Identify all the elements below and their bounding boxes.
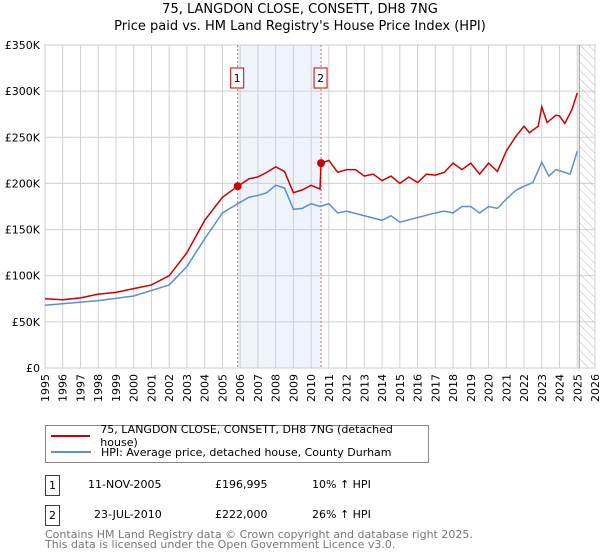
x-tick-label: 2022	[518, 374, 531, 402]
x-tick-label: 2007	[252, 374, 265, 402]
transaction-price: £222,000	[215, 508, 268, 521]
transaction-row: 1 11-NOV-2005 £196,995 10% ↑ HPI	[45, 475, 465, 496]
x-tick-label: 2012	[341, 374, 354, 402]
transaction-badge: 2	[45, 505, 60, 526]
legend-blue-line	[51, 451, 91, 453]
shaded-ownership-period	[237, 45, 322, 368]
x-tick-label: 2011	[323, 374, 336, 402]
transaction-hpi: 26% ↑ HPI	[312, 508, 371, 521]
x-tick-label: 2023	[536, 374, 549, 402]
footer: Contains HM Land Registry data © Crown c…	[45, 528, 473, 551]
x-tick-label: 2004	[199, 374, 212, 402]
legend-label-property: 75, LANGDON CLOSE, CONSETT, DH8 7NG (det…	[100, 423, 393, 449]
x-tick-label: 2019	[465, 374, 478, 402]
x-tick-label: 2001	[145, 374, 158, 402]
x-tick-label: 1996	[57, 374, 70, 402]
hpi-series-line	[44, 150, 578, 306]
x-tick-label: 2006	[234, 374, 247, 402]
x-tick-label: 2003	[181, 374, 194, 402]
sale-point	[317, 159, 326, 168]
x-tick-label: 2000	[128, 374, 141, 402]
y-tick-label: £50K	[12, 316, 41, 329]
forecast-hatch	[579, 45, 595, 368]
x-tick-label: 2005	[216, 374, 229, 402]
footer-copyright: Contains HM Land Registry data © Crown c…	[45, 528, 473, 541]
x-tick-label: 1997	[74, 374, 87, 402]
chart-title: 75, LANGDON CLOSE, CONSETT, DH8 7NG	[162, 2, 438, 17]
x-tick-label: 2021	[500, 374, 513, 402]
plot-frame	[44, 44, 596, 369]
x-tick-label: 2013	[358, 374, 371, 402]
sale-label-box	[313, 67, 328, 89]
chart-subtitle: Price paid vs. HM Land Registry's House …	[114, 19, 486, 34]
x-tick-label: 2024	[554, 374, 567, 402]
x-tick-label: 2020	[483, 374, 496, 402]
y-tick-label: £100K	[5, 270, 41, 283]
x-tick-label: 2017	[429, 374, 442, 402]
x-tick-label: 2016	[412, 374, 425, 402]
transaction-row: 2 23-JUL-2010 £222,000 26% ↑ HPI	[45, 505, 465, 526]
x-tick-label: 2014	[376, 374, 389, 402]
y-tick-label: £150K	[5, 224, 41, 237]
footer-licence: This data is licensed under the Open Gov…	[45, 538, 396, 551]
x-tick-label: 2026	[589, 374, 600, 402]
y-tick-label: £350K	[5, 39, 41, 52]
transaction-date: 23-JUL-2010	[94, 508, 162, 521]
x-tick-label: 2008	[270, 374, 283, 402]
y-tick-label: £250K	[5, 131, 41, 144]
legend: 75, LANGDON CLOSE, CONSETT, DH8 7NG (det…	[45, 423, 429, 463]
x-tick-label: 2025	[571, 374, 584, 402]
transaction-hpi: 10% ↑ HPI	[312, 478, 371, 491]
y-tick-label: £300K	[5, 85, 41, 98]
x-tick-label: 2009	[287, 374, 300, 402]
price-chart: 1995 1996 1997 1998 1999 2000 2001 2002 2003 2004…	[5, 39, 600, 402]
property-series-line	[44, 92, 578, 301]
x-tick-label: 2010	[305, 374, 318, 402]
legend-label-hpi: HPI: Average price, detached house, Coun…	[101, 445, 392, 459]
legend-red-line	[51, 435, 91, 437]
sale-label-box	[230, 67, 245, 89]
x-tick-label: 2002	[163, 374, 176, 402]
y-tick-label: £200K	[5, 177, 41, 190]
x-tick-label: 1995	[39, 374, 52, 402]
y-tick-label: £0	[26, 362, 40, 375]
transaction-badge: 1	[45, 475, 60, 496]
sale-point	[233, 182, 242, 191]
x-tick-label: 2015	[394, 374, 407, 402]
x-tick-label: 1999	[110, 374, 123, 402]
x-tick-label: 2018	[447, 374, 460, 402]
transaction-price: £196,995	[215, 478, 268, 491]
x-tick-label: 1998	[92, 374, 105, 402]
sale-label: 1	[234, 72, 241, 85]
sale-label: 2	[317, 72, 324, 85]
transaction-date: 11-NOV-2005	[88, 478, 162, 491]
